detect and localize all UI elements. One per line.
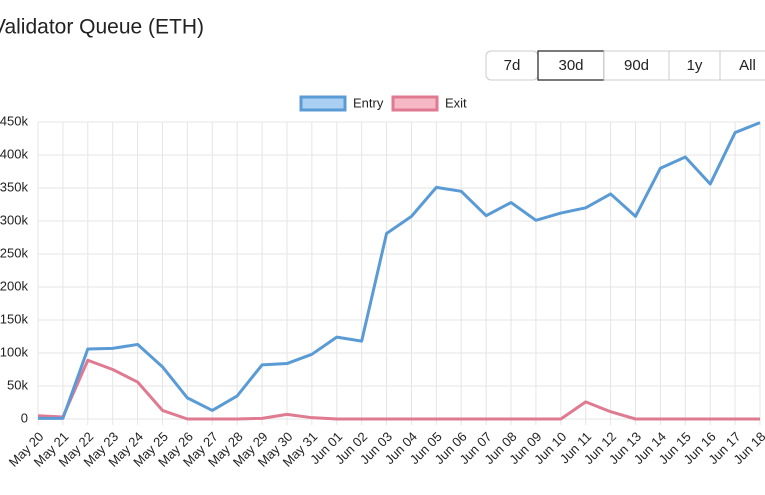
y-tick-label: 250k — [0, 245, 28, 260]
legend-swatch[interactable] — [299, 95, 347, 112]
legend-label[interactable]: Entry — [353, 95, 384, 110]
page-title: Validator Queue (ETH) — [0, 16, 204, 39]
y-tick-label: 300k — [0, 212, 28, 227]
y-tick-label: 350k — [0, 179, 28, 194]
y-tick-label: 50k — [7, 377, 28, 392]
button-label[interactable]: 1y — [687, 57, 703, 74]
button-selected[interactable] — [537, 50, 605, 81]
y-tick-label: 450k — [0, 113, 28, 128]
y-tick-label: 200k — [0, 278, 28, 293]
series-line — [38, 121, 761, 420]
y-tick-label: 100k — [0, 344, 28, 359]
y-tick-label: 150k — [0, 311, 28, 326]
button[interactable] — [603, 50, 670, 81]
y-tick-label: 0 — [21, 410, 28, 425]
legend-label[interactable]: Exit — [445, 95, 467, 110]
button[interactable] — [719, 50, 765, 81]
series-line — [37, 358, 760, 421]
button-label[interactable]: 7d — [504, 57, 521, 74]
button[interactable] — [668, 50, 721, 81]
y-tick-label: 400k — [0, 146, 28, 161]
legend-swatch[interactable] — [391, 95, 439, 112]
button-label[interactable]: All — [739, 57, 756, 74]
button-label[interactable]: 30d — [558, 57, 583, 74]
button-label[interactable]: 90d — [624, 57, 649, 74]
